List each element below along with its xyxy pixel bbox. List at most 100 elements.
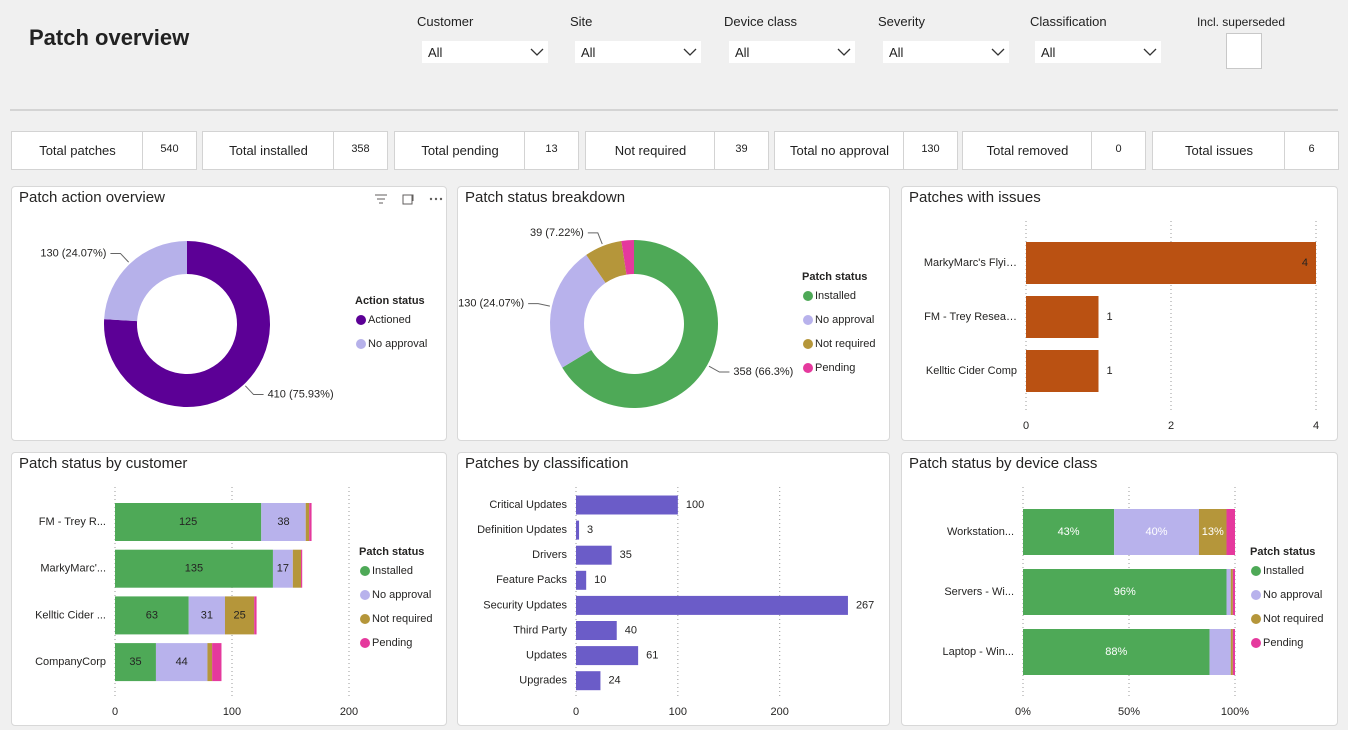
chevron <box>1143 48 1157 56</box>
y-tick-label: Definition Updates <box>477 524 567 536</box>
chart: Patch action overview 410 (75.93%) 130 (24… <box>19 189 443 407</box>
x-tick-label: 50% <box>1118 706 1140 718</box>
legend-label: Installed <box>1263 565 1304 577</box>
filter-label: Severity <box>878 14 925 29</box>
legend-label: No approval <box>368 338 427 350</box>
y-tick-label: Kelltic Cider ... <box>35 609 106 621</box>
bar <box>576 646 639 666</box>
data-label: 13% <box>1202 526 1224 538</box>
chart: Patch status by device class 0% 50% 100% Wor… <box>909 455 1324 718</box>
chart-title: Patch status breakdown <box>465 189 625 206</box>
data-label: 3 <box>587 524 593 536</box>
legend-swatch <box>356 339 366 349</box>
y-tick-label: Workstation... <box>947 526 1014 538</box>
data-label: 35 <box>129 656 141 668</box>
legend-swatch <box>803 363 813 373</box>
focus-icon[interactable] <box>402 194 413 205</box>
bar-segment <box>115 596 189 635</box>
legend-swatch <box>1251 638 1261 648</box>
kpi-label: Total patches <box>39 143 116 158</box>
bar-segment <box>188 596 225 635</box>
data-label: 96% <box>1114 586 1136 598</box>
legend-swatch <box>803 339 813 349</box>
y-tick-label: Drivers <box>532 549 567 561</box>
leader-line <box>587 232 603 245</box>
bar-segment <box>1230 629 1233 675</box>
bar-segment <box>1226 569 1231 615</box>
x-tick-label: 0 <box>112 706 118 718</box>
kpi-card: Total removed 0 <box>962 131 1146 170</box>
kpi-card: Total pending 13 <box>394 131 579 170</box>
data-label: 40 <box>625 624 637 636</box>
y-tick-label: Updates <box>526 650 567 662</box>
legend-label: No approval <box>1263 589 1322 601</box>
data-label: 63 <box>146 609 158 621</box>
chevron <box>837 48 851 56</box>
data-label: 38 <box>277 516 289 528</box>
bar-segment <box>155 643 208 682</box>
x-tick-label: 100 <box>669 706 687 718</box>
data-label: 4 <box>1302 257 1308 269</box>
filter-dropdown[interactable]: All <box>1035 41 1161 63</box>
leader-line <box>708 365 730 373</box>
bar-segment <box>115 643 156 682</box>
more-icon[interactable] <box>434 197 438 201</box>
more-icon[interactable] <box>429 197 433 201</box>
chart-title: Patch status by device class <box>909 455 1097 472</box>
data-label: 17 <box>277 563 289 575</box>
data-label: 39 (7.22%) <box>530 227 584 239</box>
data-label: 410 (75.93%) <box>268 388 334 400</box>
kpi-label: Total no approval <box>789 143 889 158</box>
dropdown-chevron <box>530 48 544 56</box>
kpi-card: Total installed 358 <box>202 131 388 170</box>
data-label: 88% <box>1105 646 1127 658</box>
x-tick-label: 100% <box>1221 706 1249 718</box>
kpi-value: 39 <box>714 132 768 169</box>
filter-dropdown[interactable]: All <box>575 41 701 63</box>
focus-icon[interactable] <box>407 194 414 201</box>
kpi-value: 130 <box>903 132 957 169</box>
legend-title: Patch status <box>1250 546 1315 558</box>
bar <box>1026 350 1099 392</box>
filter-dropdown[interactable]: All <box>729 41 855 63</box>
chart-title: Patches with issues <box>909 189 1041 206</box>
donut-slice <box>586 240 627 283</box>
leader-line <box>110 252 130 263</box>
more-icon[interactable] <box>439 197 443 201</box>
legend-label: Pending <box>815 362 855 374</box>
legend-label: No approval <box>815 314 874 326</box>
x-tick-label: 100 <box>223 706 241 718</box>
kpi-value: 0 <box>1091 132 1145 169</box>
leader-line <box>528 303 550 307</box>
chart: Patches with issues 0 2 4 MarkyMarc's Flyi… 4… <box>909 189 1319 432</box>
filter-dropdown[interactable]: All <box>883 41 1009 63</box>
bar <box>576 570 587 590</box>
data-label: 25 <box>233 609 245 621</box>
kpi-value: 13 <box>524 132 578 169</box>
legend-label: No approval <box>372 589 431 601</box>
filter-dropdown[interactable]: All <box>422 41 548 63</box>
donut-slice <box>104 241 270 407</box>
checkbox[interactable] <box>1226 33 1262 69</box>
bar-segment <box>1198 509 1227 555</box>
bar-segment <box>1232 569 1235 615</box>
bar-segment <box>212 643 222 682</box>
visual-header-icons <box>375 194 414 205</box>
y-tick-label: FM - Trey R... <box>39 516 106 528</box>
kpi-label: Total issues <box>1185 143 1253 158</box>
donut-slice <box>562 240 718 408</box>
data-label: 1 <box>1107 311 1113 323</box>
bar <box>1026 296 1099 338</box>
chart-panel: Patch action overview 410 (75.93%) 130 (24… <box>11 186 447 441</box>
filter-value: All <box>889 45 904 60</box>
chevron <box>991 48 1005 56</box>
chart-panel: Patches with issues 0 2 4 MarkyMarc's Flyi… 4… <box>901 186 1338 441</box>
data-label: 135 <box>185 563 203 575</box>
data-label: 358 (66.3%) <box>733 366 793 378</box>
data-label: 130 (24.07%) <box>40 247 106 259</box>
legend-title: Action status <box>355 295 425 307</box>
bar <box>1026 242 1316 284</box>
bar <box>576 595 848 615</box>
legend-swatch <box>803 315 813 325</box>
